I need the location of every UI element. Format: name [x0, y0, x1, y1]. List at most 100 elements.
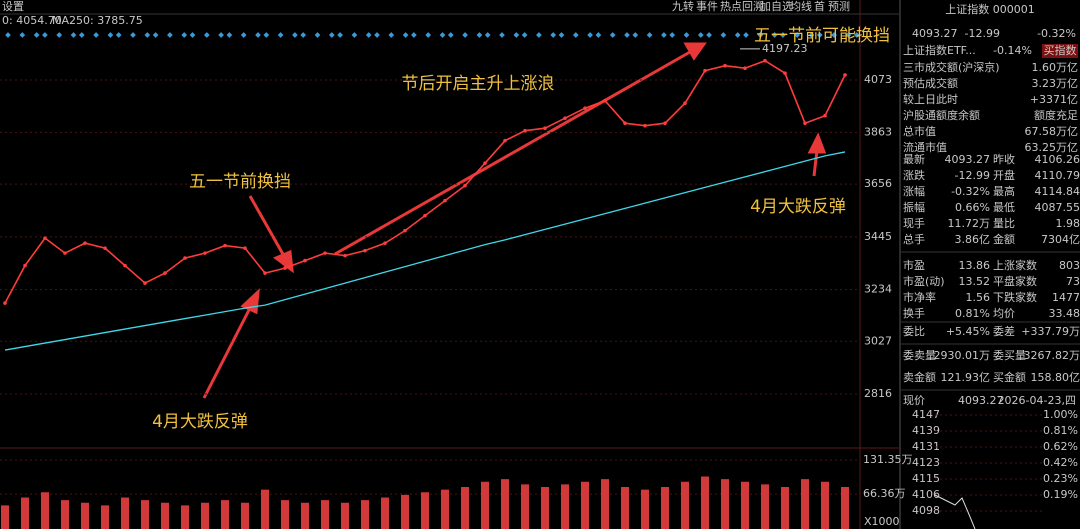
volume-bar [501, 479, 509, 529]
volume-bar [121, 497, 129, 529]
volume-bar [841, 487, 849, 529]
event-dot [697, 32, 704, 38]
mini-tick-left: 4131 [912, 440, 940, 453]
price-point [263, 271, 267, 275]
event-dot [816, 32, 823, 38]
toolbar-button: 热点回溯 [720, 0, 764, 13]
volume-bar [61, 500, 69, 529]
panel-value: 1477 [1052, 291, 1080, 304]
price-point [283, 266, 287, 270]
volume-bar [701, 476, 709, 529]
panel-value: 1.56 [966, 291, 991, 304]
panel-value: 67.58万亿 [1025, 125, 1079, 138]
panel-title: 上证指数 000001 [945, 2, 1035, 16]
legend-label: MA250: 3785.75 [52, 14, 143, 27]
event-dot [550, 32, 557, 38]
mini-tick-right: 0.42% [1043, 456, 1078, 469]
arrow [812, 149, 819, 177]
volume-bar [41, 492, 49, 529]
panel-label: 涨幅 [903, 185, 925, 198]
event-dot [19, 32, 26, 38]
y-tick-label: 2816 [864, 387, 892, 400]
volume-bar [401, 494, 409, 529]
volume-bar [761, 484, 769, 529]
price-point [683, 101, 687, 106]
panel-etf: 上证指数ETF... [903, 43, 976, 57]
panel-value: 4087.55 [1035, 201, 1080, 214]
toolbar-button: 事件 [696, 0, 718, 13]
event-dot [536, 32, 542, 38]
panel-value: 0.66% [955, 201, 990, 214]
buy-button-label[interactable]: 买指数 [1044, 43, 1077, 57]
price-point [163, 271, 167, 275]
price-point [803, 121, 807, 125]
panel-label: 市盈(动) [903, 274, 945, 288]
annotation: 五一节前换挡 [189, 172, 291, 192]
price-point [523, 128, 527, 133]
mini-tick-right: 0.19% [1043, 488, 1078, 501]
mini-tick-left: 4147 [912, 408, 940, 421]
annotation: 4月大跌反弹 [152, 412, 248, 432]
panel-value: 13.52 [959, 275, 991, 288]
panel-value: 121.93亿 [941, 371, 991, 384]
y-tick-label: 3445 [864, 230, 892, 243]
panel-value: 1.60万亿 [1032, 61, 1079, 74]
panel-label: 卖金额 [903, 370, 936, 384]
event-dot [734, 32, 741, 38]
price-point [43, 236, 47, 240]
volume-bar [521, 484, 529, 529]
price-point [463, 183, 467, 188]
toolbar-button: 预测 [828, 0, 850, 13]
panel-value: 33.48 [1049, 307, 1080, 320]
volume-bar [321, 500, 329, 529]
buy-button[interactable] [1042, 44, 1078, 58]
event-dot [513, 32, 520, 38]
price-point [203, 251, 207, 255]
price-point [483, 161, 487, 165]
event-dot [720, 32, 727, 38]
panel-change: -12.99 [965, 27, 1000, 40]
annotation: 节后开启主升上涨浪 [402, 74, 555, 94]
price-point [563, 116, 567, 120]
event-dot [771, 32, 778, 38]
price-point [343, 253, 347, 258]
panel-label: 昨收 [993, 152, 1015, 166]
toolbar-button: 设置 [2, 0, 24, 13]
panel-label: 上涨家数 [993, 258, 1037, 272]
event-dot [595, 32, 602, 38]
price-point [583, 106, 587, 111]
panel-label: 换手 [903, 306, 925, 320]
volume-bar [341, 502, 349, 529]
mini-tick-left: 4106 [912, 488, 940, 501]
price-point [423, 213, 427, 218]
panel-label: 流通市值 [903, 140, 947, 154]
volume-bar [161, 502, 169, 529]
panel-pct: -0.32% [1037, 27, 1076, 40]
panel-value: 4093.27 [945, 153, 991, 166]
price-point [643, 123, 647, 128]
volume-bar [461, 487, 469, 529]
panel-value: 3267.82万 [1024, 349, 1080, 362]
price-point [123, 263, 127, 268]
volume-bar [381, 497, 389, 529]
panel-label: 现手 [903, 216, 925, 230]
price-point [183, 256, 187, 260]
event-dot [831, 32, 837, 38]
y-tick-label: 4073 [864, 73, 892, 86]
price-point [823, 113, 827, 118]
y-tick-label: 3863 [864, 125, 892, 138]
volume-bar [241, 502, 249, 529]
arrow-head [273, 249, 294, 274]
price-point [223, 243, 227, 248]
price-point [663, 121, 667, 125]
price-point [743, 66, 747, 71]
panel-price: 4093.27 [912, 27, 958, 40]
event-dot [646, 32, 653, 38]
price-point [843, 73, 847, 77]
price-point [763, 58, 767, 63]
volume-bar [821, 481, 829, 529]
event-dot [706, 32, 712, 38]
event-dot [743, 32, 749, 38]
panel-label: 总手 [903, 232, 925, 246]
